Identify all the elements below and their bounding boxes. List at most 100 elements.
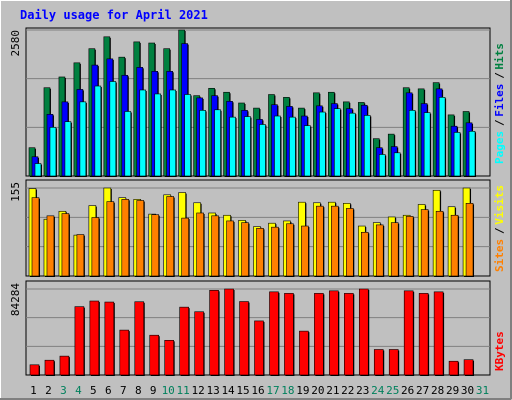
bar-kbytes bbox=[59, 355, 70, 376]
bar-kbytes bbox=[29, 364, 40, 376]
bar-pages bbox=[289, 116, 296, 177]
bar-pages bbox=[94, 85, 102, 177]
x-tick-label: 28 bbox=[431, 384, 444, 397]
bar-pages bbox=[349, 112, 356, 177]
bar-pages bbox=[453, 132, 461, 177]
bar-kbytes bbox=[134, 301, 145, 376]
bar-kbytes bbox=[44, 359, 55, 376]
bar-pages bbox=[109, 81, 117, 177]
x-tick-label: 17 bbox=[266, 384, 279, 397]
bar-pages bbox=[184, 94, 191, 177]
bar-sites bbox=[301, 225, 309, 277]
chart-panels: 2580 Pages / Files / Hits 155 Sites / Visits 84284… bbox=[9, 27, 506, 376]
panel-visits-ymax-label: 155 bbox=[9, 182, 22, 202]
legend-separator: / bbox=[493, 119, 506, 126]
bar-kbytes bbox=[344, 293, 354, 376]
bar-kbytes bbox=[433, 291, 444, 376]
bar-sites bbox=[331, 205, 339, 277]
bar-kbytes bbox=[284, 293, 294, 376]
bar-sites bbox=[420, 209, 429, 277]
bar-sites bbox=[46, 215, 55, 277]
legend-hits: Hits bbox=[493, 43, 506, 70]
bar-sites bbox=[286, 223, 294, 277]
bar-pages bbox=[79, 101, 87, 177]
bar-kbytes bbox=[119, 329, 130, 376]
bar-sites bbox=[91, 217, 100, 277]
bar-pages bbox=[363, 115, 371, 177]
bar-pages bbox=[423, 112, 431, 177]
bar-pages bbox=[319, 111, 326, 177]
bar-kbytes bbox=[299, 330, 309, 376]
bar-kbytes bbox=[74, 306, 85, 376]
bar-sites bbox=[121, 199, 130, 277]
panel-visits: 155 Sites / Visits bbox=[9, 179, 506, 277]
x-tick-label: 10 bbox=[162, 384, 175, 397]
bar-pages bbox=[154, 93, 162, 177]
x-tick-label: 27 bbox=[416, 384, 429, 397]
bar-sites bbox=[360, 231, 369, 277]
bar-pages bbox=[274, 115, 281, 177]
bar-pages bbox=[214, 109, 221, 177]
x-tick-label: 19 bbox=[296, 384, 309, 397]
bar-kbytes bbox=[314, 293, 324, 376]
bar-pages bbox=[229, 116, 236, 177]
x-tick-label: 3 bbox=[60, 384, 67, 397]
bar-pages bbox=[304, 125, 311, 177]
bar-sites bbox=[61, 213, 70, 277]
bar-kbytes bbox=[358, 288, 369, 376]
x-tick-label: 16 bbox=[251, 384, 264, 397]
x-tick-label: 24 bbox=[371, 384, 385, 397]
x-tick-label: 23 bbox=[356, 384, 369, 397]
x-tick-label: 6 bbox=[105, 384, 112, 397]
bar-sites bbox=[106, 201, 115, 277]
panel-volume-ymax-label: 84284 bbox=[9, 283, 22, 316]
x-tick-label: 12 bbox=[192, 384, 205, 397]
x-tick-label: 29 bbox=[446, 384, 459, 397]
x-tick-label: 9 bbox=[150, 384, 157, 397]
bar-kbytes bbox=[329, 290, 339, 376]
bar-kbytes bbox=[373, 349, 384, 376]
x-tick-label: 26 bbox=[401, 384, 414, 397]
bar-sites bbox=[226, 220, 234, 277]
bar-kbytes bbox=[104, 301, 115, 376]
bar-sites bbox=[76, 234, 85, 277]
x-tick-label: 31 bbox=[476, 384, 489, 397]
x-tick-label: 8 bbox=[135, 384, 142, 397]
bar-sites bbox=[136, 200, 145, 277]
bar-sites bbox=[151, 214, 160, 277]
bar-sites bbox=[166, 196, 174, 277]
x-tick-label: 13 bbox=[206, 384, 219, 397]
bar-sites bbox=[241, 222, 249, 277]
bar-sites bbox=[435, 210, 444, 277]
bar-pages bbox=[259, 124, 266, 177]
bar-sites bbox=[375, 224, 384, 277]
bar-kbytes bbox=[149, 334, 160, 376]
bar-kbytes bbox=[418, 293, 429, 376]
legend-pages: Pages bbox=[493, 131, 506, 164]
bar-pages bbox=[34, 163, 42, 177]
bar-kbytes bbox=[224, 288, 234, 376]
bar-pages bbox=[438, 97, 446, 177]
bar-sites bbox=[196, 212, 204, 277]
bar-sites bbox=[31, 197, 40, 277]
bar-sites bbox=[271, 226, 279, 277]
bar-sites bbox=[465, 203, 474, 277]
x-tick-label: 2 bbox=[45, 384, 52, 397]
bar-sites bbox=[450, 214, 459, 277]
bar-kbytes bbox=[239, 301, 249, 376]
legend-sites: Sites bbox=[493, 239, 506, 272]
bar-kbytes bbox=[403, 290, 414, 376]
bar-kbytes bbox=[164, 340, 174, 376]
x-tick-label: 30 bbox=[461, 384, 474, 397]
bar-kbytes bbox=[463, 359, 474, 376]
x-tick-label: 15 bbox=[236, 384, 249, 397]
bar-kbytes bbox=[209, 290, 219, 376]
panel-requests: 2580 Pages / Files / Hits bbox=[9, 27, 506, 178]
bar-pages bbox=[408, 110, 416, 177]
bar-pages bbox=[199, 110, 206, 177]
bar-sites bbox=[390, 222, 399, 277]
bar-pages bbox=[139, 89, 147, 177]
x-tick-label: 4 bbox=[75, 384, 82, 397]
bar-pages bbox=[378, 154, 386, 177]
